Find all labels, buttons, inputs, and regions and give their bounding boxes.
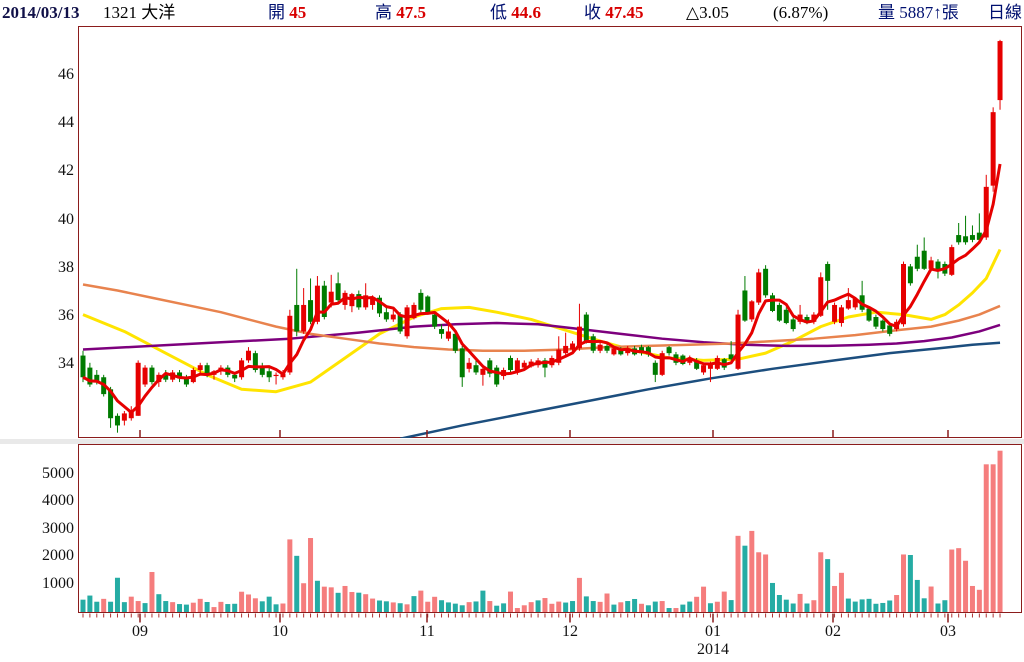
month-label: 11 [419, 623, 435, 640]
volume-field: 量 5887↑張 [878, 2, 959, 24]
close-field: 收 47.45 [584, 2, 644, 24]
change-percent: (6.87%) [773, 3, 829, 22]
volume-axis-label: 5000 [42, 465, 74, 482]
price-axis-label: 38 [58, 258, 74, 276]
price-axis-label: 40 [58, 210, 74, 228]
open-field: 開 45 [268, 2, 306, 24]
main-chart-pane[interactable] [78, 26, 1022, 438]
volume-axis-label: 4000 [42, 492, 74, 510]
low-field: 低 44.6 [490, 2, 541, 24]
pane-separator [0, 439, 1024, 444]
close-label: 收 [584, 3, 601, 22]
close-value: 47.45 [605, 3, 644, 22]
month-label: 03 [940, 623, 956, 640]
date-label: 2014/03/13 [2, 3, 80, 22]
year-label: 2014 [697, 641, 729, 658]
volume-axis-label: 3000 [42, 519, 74, 537]
month-label: 10 [272, 623, 288, 640]
low-value: 44.6 [511, 3, 541, 22]
price-axis-label: 36 [58, 307, 74, 324]
month-label: 01 [705, 623, 721, 640]
period-label: 日線 [988, 3, 1022, 22]
price-axis-label: 46 [58, 66, 74, 83]
volume-pane[interactable] [78, 444, 1022, 613]
price-axis-label: 42 [58, 162, 74, 180]
volume-axis-label: 1000 [42, 574, 74, 592]
month-label: 02 [825, 623, 841, 640]
high-field: 高 47.5 [375, 2, 426, 24]
change-value: △3.05 [686, 3, 729, 22]
open-value: 45 [289, 3, 307, 22]
price-axis-label: 34 [58, 355, 74, 373]
month-label: 12 [562, 623, 578, 640]
volume-label: 量 [878, 3, 895, 22]
low-label: 低 [490, 3, 507, 22]
open-label: 開 [268, 3, 285, 22]
volume-value: 5887↑張 [899, 3, 959, 22]
stock-id-name: 1321 大洋 [103, 3, 176, 22]
price-axis-label: 44 [58, 114, 74, 132]
month-label: 09 [132, 623, 148, 640]
high-value: 47.5 [396, 3, 426, 22]
volume-axis-label: 2000 [42, 547, 74, 565]
high-label: 高 [375, 3, 392, 22]
